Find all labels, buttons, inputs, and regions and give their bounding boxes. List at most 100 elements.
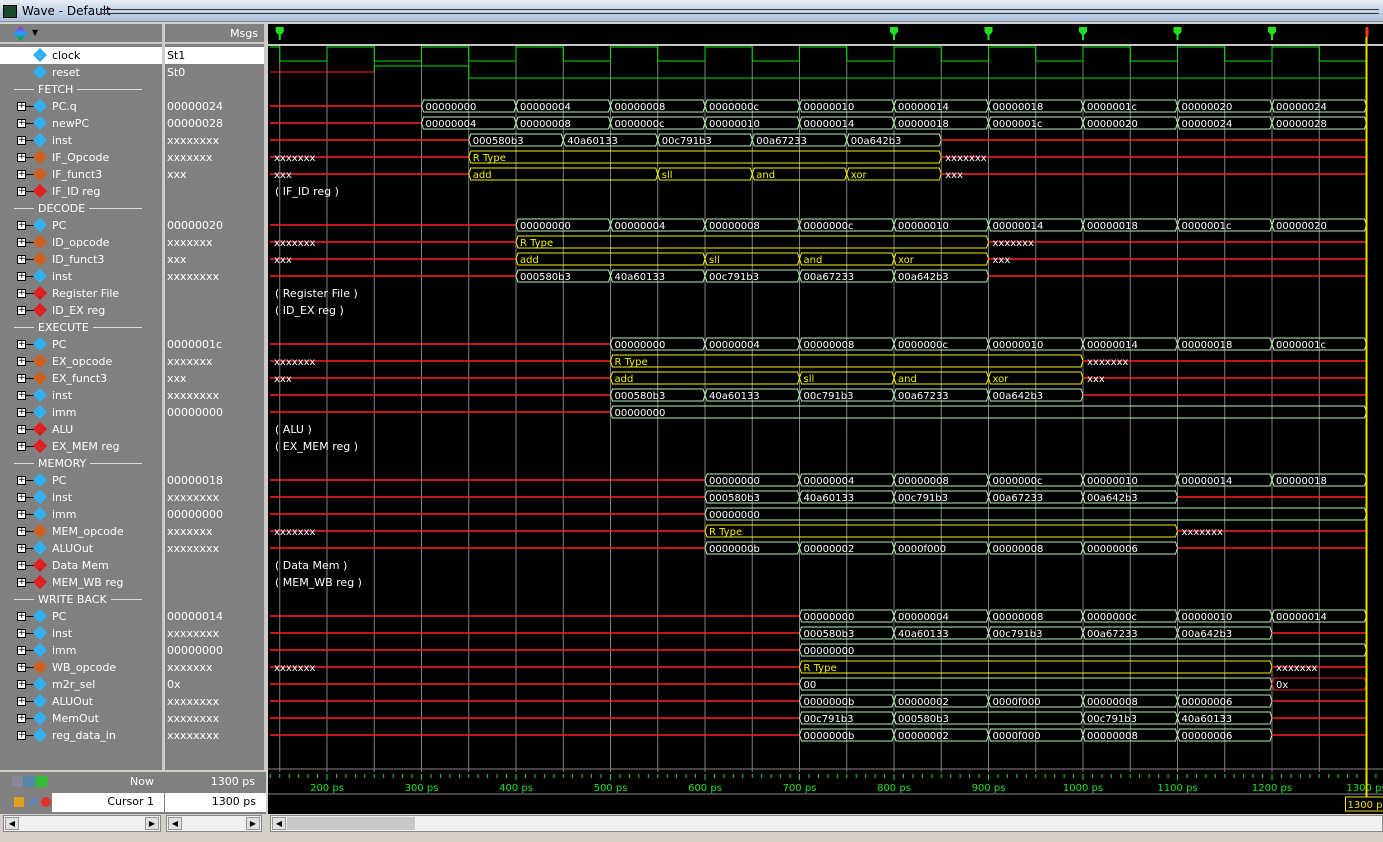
signal-row[interactable]: + MEM_opcode: [0, 523, 162, 540]
waveform-inst[interactable]: 000580b3 40a60133 00c791b3 00a67233 00a642b3: [270, 133, 1367, 147]
waveform-ex-opcode[interactable]: xxxxxxx R Type xxxxxxx: [270, 354, 1367, 368]
waveform-id-opcode[interactable]: xxxxxxx R Type xxxxxxx: [270, 235, 1367, 249]
wrench-icon[interactable]: [28, 797, 38, 807]
cursor-row[interactable]: Cursor 1: [0, 793, 164, 812]
signal-row[interactable]: + inst: [0, 625, 162, 642]
expand-icon[interactable]: +: [17, 627, 26, 638]
waveform-inst[interactable]: 000580b3 40a60133 00c791b3 00a67233 00a642b3: [270, 269, 1367, 283]
signal-row[interactable]: + EX_funct3: [0, 370, 162, 387]
expand-icon[interactable]: +: [17, 134, 26, 145]
expand-icon[interactable]: +: [17, 100, 26, 111]
expand-icon[interactable]: +: [17, 219, 26, 230]
signal-row[interactable]: + newPC: [0, 115, 162, 132]
expand-icon[interactable]: +: [17, 236, 26, 247]
expand-icon[interactable]: +: [17, 542, 26, 553]
signal-row[interactable]: + IF_funct3: [0, 166, 162, 183]
waveform-aluout[interactable]: 0000000b 00000002 0000f000 00000008 00000006: [270, 694, 1367, 708]
expand-icon[interactable]: +: [17, 644, 26, 655]
dropdown-arrow-icon[interactable]: ▼: [32, 28, 39, 37]
waveform-memout[interactable]: 00c791b3 000580b3 00c791b3 40a60133: [270, 711, 1367, 725]
waveform-id-ex-reg[interactable]: ( ID_EX reg ): [275, 304, 344, 317]
waveform-ex-funct3[interactable]: xxx add sll and xor xxx: [270, 371, 1367, 385]
signal-row[interactable]: + inst: [0, 268, 162, 285]
value-pane-scrollbar[interactable]: ◀ ▶: [166, 815, 262, 832]
title-grip[interactable]: [100, 9, 1379, 14]
waveform-pc[interactable]: 00000000 00000004 00000008 0000000c 00000010…: [270, 473, 1368, 487]
signal-row[interactable]: + PC: [0, 336, 162, 353]
signal-row[interactable]: + EX_opcode: [0, 353, 162, 370]
marker-icon[interactable]: [890, 27, 898, 40]
wave-scroll-thumb[interactable]: [287, 817, 415, 830]
expand-icon[interactable]: +: [17, 610, 26, 621]
signal-row[interactable]: + PC: [0, 472, 162, 489]
expand-icon[interactable]: +: [17, 661, 26, 672]
waveform-reset[interactable]: [270, 65, 1367, 79]
marker-icon[interactable]: [1173, 27, 1182, 40]
expand-icon[interactable]: +: [17, 423, 26, 434]
signal-row[interactable]: + WB_opcode: [0, 659, 162, 676]
expand-icon[interactable]: +: [17, 559, 26, 570]
signal-row[interactable]: + ALU: [0, 421, 162, 438]
waveform-reg-data-in[interactable]: 0000000b 00000002 0000f000 00000008 00000006: [270, 728, 1367, 742]
signal-row[interactable]: + ID_opcode: [0, 234, 162, 251]
time-axis[interactable]: 200 ps 300 ps 400 ps 500 ps 600 ps 700 ps 800 …: [268, 772, 1383, 812]
signal-row[interactable]: + imm: [0, 404, 162, 421]
waveform-inst[interactable]: 000580b3 40a60133 00c791b3 00a67233 00a642b3: [270, 626, 1367, 640]
waveform-data-mem[interactable]: ( Data Mem ): [275, 559, 347, 572]
waveform-imm[interactable]: 00000000: [270, 507, 1368, 521]
signal-row[interactable]: + inst: [0, 132, 162, 149]
name-pane-scrollbar[interactable]: ◀ ▶: [3, 815, 161, 832]
waveform-inst[interactable]: 000580b3 40a60133 00c791b3 00a67233 00a642b3: [270, 490, 1367, 504]
waveform-id-funct3[interactable]: xxx add sll and xor xxx: [270, 252, 1367, 266]
signal-row[interactable]: + ALUOut: [0, 693, 162, 710]
signal-row[interactable]: + IF_Opcode: [0, 149, 162, 166]
add-signal-icon[interactable]: [13, 26, 28, 41]
marker-icon[interactable]: [1268, 27, 1276, 40]
signal-row[interactable]: + EX_MEM reg: [0, 438, 162, 455]
expand-icon[interactable]: +: [17, 355, 26, 366]
signal-row[interactable]: + IF_ID reg: [0, 183, 162, 200]
expand-icon[interactable]: +: [17, 440, 26, 451]
expand-icon[interactable]: +: [17, 729, 26, 740]
expand-icon[interactable]: +: [17, 253, 26, 264]
waveform-if-funct3[interactable]: xxx add sll and xor xxx: [270, 167, 1367, 181]
waveform-pc[interactable]: 00000000 00000004 00000008 0000000c 00000010…: [270, 609, 1368, 623]
expand-icon[interactable]: +: [17, 151, 26, 162]
signal-row[interactable]: + ID_funct3: [0, 251, 162, 268]
toolbar-icons[interactable]: [12, 776, 48, 787]
waveform-alu[interactable]: ( ALU ): [275, 423, 312, 436]
waveform-wb-opcode[interactable]: xxxxxxx R Type xxxxxxx: [270, 660, 1367, 674]
marker-icon[interactable]: [1079, 27, 1087, 40]
signal-row[interactable]: clock: [0, 46, 162, 64]
expand-icon[interactable]: +: [17, 491, 26, 502]
expand-icon[interactable]: +: [17, 304, 26, 315]
expand-icon[interactable]: +: [17, 338, 26, 349]
expand-icon[interactable]: +: [17, 695, 26, 706]
signal-row[interactable]: + inst: [0, 489, 162, 506]
signal-row[interactable]: + inst: [0, 387, 162, 404]
signal-row[interactable]: + PC: [0, 608, 162, 625]
waveform-pc[interactable]: 00000000 00000004 00000008 0000000c 00000010…: [270, 218, 1368, 232]
cursor-time-tag[interactable]: [1345, 796, 1383, 812]
signal-row[interactable]: + MemOut: [0, 710, 162, 727]
waveform-aluout[interactable]: 0000000b 00000002 0000f000 00000008 00000006: [270, 541, 1367, 555]
expand-icon[interactable]: +: [17, 712, 26, 723]
remove-cursor-icon[interactable]: [41, 797, 51, 807]
expand-icon[interactable]: +: [17, 168, 26, 179]
expand-icon[interactable]: +: [17, 678, 26, 689]
waveform-pane[interactable]: 00000000 00000004 00000008 0000000c 00000010…: [268, 24, 1383, 814]
expand-icon[interactable]: +: [17, 270, 26, 281]
waveform-clock[interactable]: [270, 46, 1367, 62]
waveform-pc-q[interactable]: 00000000 00000004 00000008 0000000c 00000010…: [270, 99, 1368, 113]
waveform-m2r-sel[interactable]: 00 0x: [270, 677, 1368, 691]
waveform-if-id-reg[interactable]: ( IF_ID reg ): [275, 185, 339, 198]
expand-icon[interactable]: +: [17, 474, 26, 485]
waveform-imm[interactable]: 00000000: [270, 643, 1368, 657]
waveform-inst[interactable]: 000580b3 40a60133 00c791b3 00a67233 00a642b3: [270, 388, 1367, 402]
expand-icon[interactable]: +: [17, 576, 26, 587]
expand-icon[interactable]: +: [17, 372, 26, 383]
expand-icon[interactable]: +: [17, 389, 26, 400]
waveform-mem-wb-reg[interactable]: ( MEM_WB reg ): [275, 576, 362, 589]
signal-row[interactable]: + PC: [0, 217, 162, 234]
expand-icon[interactable]: +: [17, 508, 26, 519]
